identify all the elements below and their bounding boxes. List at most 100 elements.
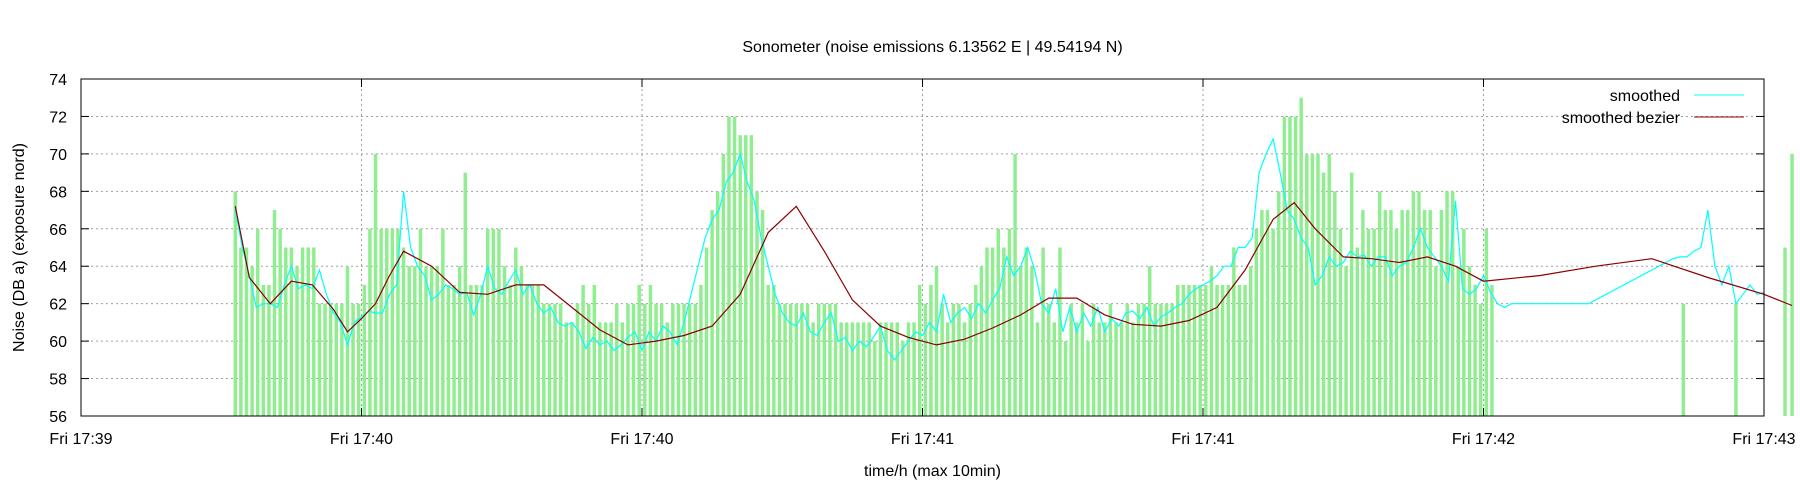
bar (693, 303, 698, 416)
bar (671, 303, 675, 416)
y-tick-label: 60 (49, 334, 67, 351)
bar (1052, 322, 1057, 416)
bar (878, 322, 883, 416)
bar (687, 303, 692, 416)
chart-title: Sonometer (noise emissions 6.13562 E | 4… (742, 39, 1122, 56)
bar (845, 322, 849, 416)
bar (233, 191, 238, 416)
bar (1422, 210, 1427, 416)
bar (1377, 191, 1382, 416)
bar (1097, 322, 1101, 416)
bar (990, 247, 995, 416)
bar (1136, 303, 1141, 416)
bar (340, 303, 344, 416)
bar (519, 266, 524, 416)
bar (491, 228, 496, 416)
y-tick-label: 70 (49, 147, 67, 164)
bar (1248, 266, 1253, 416)
bar (418, 228, 423, 416)
bar (1344, 266, 1348, 416)
bar (906, 322, 911, 416)
bar (1226, 284, 1230, 416)
bar (250, 266, 254, 416)
bar (1215, 284, 1219, 416)
y-tick-label: 56 (49, 409, 67, 426)
bar (1159, 303, 1163, 416)
bars (233, 97, 1794, 416)
bar (441, 228, 445, 416)
bar (407, 266, 411, 416)
bar (704, 247, 709, 416)
bar (962, 322, 967, 416)
bar (1349, 172, 1354, 416)
bar (1103, 322, 1107, 416)
bar (788, 303, 793, 416)
bar (715, 191, 720, 416)
bar (368, 228, 372, 416)
bar (1147, 266, 1152, 416)
bar (1209, 266, 1214, 416)
bar (867, 322, 871, 416)
series-line-smoothed-bezier (234, 201, 1793, 346)
bar (474, 284, 479, 416)
bar (884, 322, 888, 416)
bar (317, 303, 322, 416)
bar (1058, 247, 1062, 416)
bar (929, 284, 933, 416)
bar (586, 303, 591, 416)
bar (1192, 284, 1197, 416)
bar (631, 303, 636, 416)
legend-label-smoothed: smoothed (1610, 88, 1680, 105)
bar (300, 247, 305, 416)
bar (957, 303, 961, 416)
bar (1783, 247, 1787, 416)
bar (620, 322, 625, 416)
bar (334, 303, 338, 416)
x-axis-label: time/h (max 10min) (864, 463, 1001, 480)
bar (502, 266, 507, 416)
bar (1237, 284, 1242, 416)
bar (547, 303, 552, 416)
bar (682, 303, 686, 416)
bar (1394, 228, 1399, 416)
bar (1366, 228, 1371, 416)
bar (553, 303, 557, 416)
bar (570, 322, 574, 416)
bar (1187, 284, 1191, 416)
bar (1046, 303, 1051, 416)
bar (1411, 191, 1416, 416)
bar (463, 172, 468, 416)
y-tick-label: 68 (49, 184, 67, 201)
bar (665, 322, 669, 416)
bar (362, 284, 367, 416)
bar (968, 303, 972, 416)
bar (1456, 266, 1460, 416)
bar (1243, 284, 1247, 416)
bar (457, 266, 462, 416)
bar (1445, 191, 1449, 416)
bar (1400, 210, 1404, 416)
bar (1484, 228, 1489, 416)
bar (1075, 322, 1079, 416)
bar (856, 322, 860, 416)
bar (1142, 303, 1146, 416)
y-tick-label: 74 (49, 72, 67, 89)
bar (564, 322, 569, 416)
bar (777, 303, 782, 416)
bar (1439, 210, 1444, 416)
bar (1198, 284, 1202, 416)
bar (244, 247, 249, 416)
bar (485, 228, 490, 416)
bar (239, 247, 243, 416)
y-tick-label: 66 (49, 222, 67, 239)
bar (974, 284, 978, 416)
bar (760, 210, 765, 416)
x-tick-label: Fri 17:41 (1171, 431, 1234, 448)
bar (1734, 303, 1738, 416)
bar (738, 135, 742, 416)
bar (1086, 341, 1090, 416)
bar (1372, 228, 1376, 416)
bar (1406, 210, 1410, 416)
bar (1080, 303, 1085, 416)
y-tick-label: 62 (49, 297, 67, 314)
